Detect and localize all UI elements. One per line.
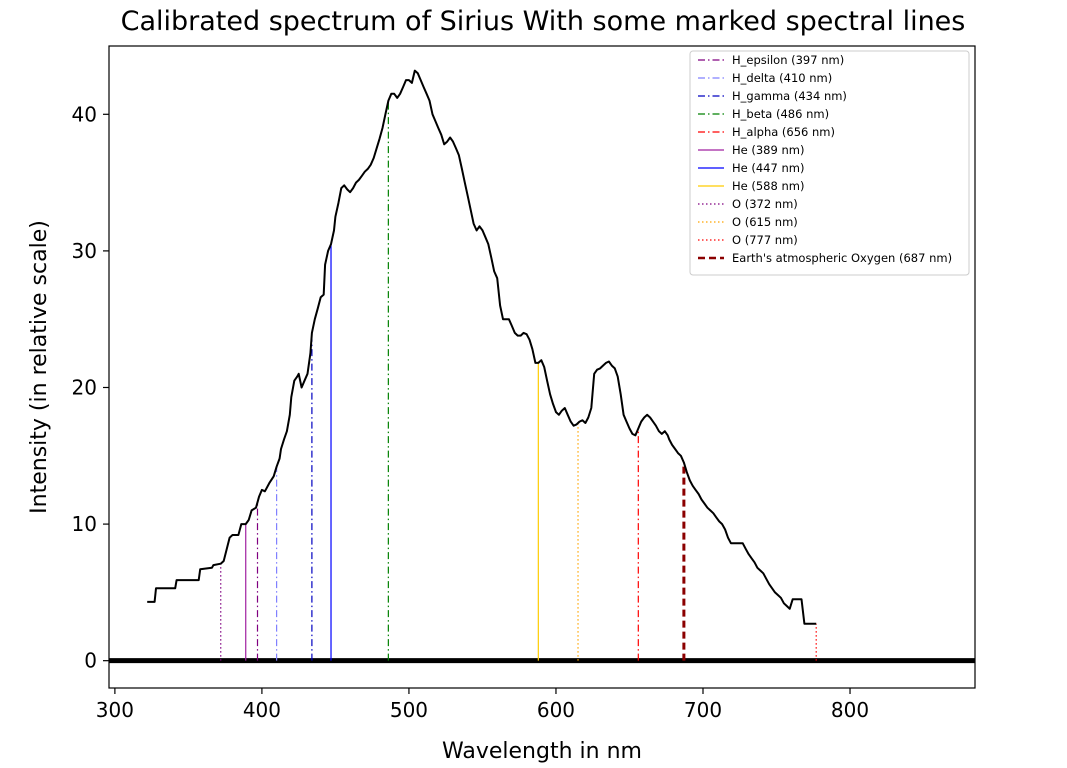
legend-label-0: H_epsilon (397 nm): [732, 53, 844, 67]
legend-label-3: H_beta (486 nm): [732, 107, 829, 121]
legend-label-7: He (588 nm): [732, 179, 804, 193]
x-tick-label-600: 600: [537, 698, 575, 722]
legend-label-5: He (389 nm): [732, 143, 804, 157]
legend-label-1: H_delta (410 nm): [732, 71, 832, 85]
legend-label-6: He (447 nm): [732, 161, 804, 175]
x-tick-label-800: 800: [831, 698, 869, 722]
x-tick-label-400: 400: [243, 698, 281, 722]
legend-label-11: Earth's atmospheric Oxygen (687 nm): [732, 251, 952, 265]
x-tick-label-500: 500: [390, 698, 428, 722]
legend-label-4: H_alpha (656 nm): [732, 125, 835, 139]
x-tick-label-700: 700: [684, 698, 722, 722]
legend-label-10: O (777 nm): [732, 233, 798, 247]
y-tick-label-0: 0: [84, 649, 97, 673]
y-tick-label-30: 30: [72, 239, 97, 263]
legend-label-2: H_gamma (434 nm): [732, 89, 847, 103]
plot-layer: [109, 69, 975, 664]
legend-label-9: O (615 nm): [732, 215, 798, 229]
y-tick-label-20: 20: [72, 375, 97, 399]
legend: H_epsilon (397 nm) H_delta (410 nm) H_gamm…: [689, 50, 970, 276]
spectrum-line: [147, 69, 817, 625]
plot-frame: [108, 45, 976, 689]
y-tick-label-10: 10: [72, 512, 97, 536]
chart-title: Calibrated spectrum of Sirius With some …: [121, 6, 966, 37]
x-tick-label-300: 300: [96, 698, 134, 722]
x-axis-label: Wavelength in nm: [442, 739, 642, 764]
legend-box: [689, 50, 970, 276]
y-tick-label-40: 40: [72, 102, 97, 126]
y-axis-label: Intensity (in relative scale): [27, 220, 52, 514]
legend-label-8: O (372 nm): [732, 197, 798, 211]
ticks-layer: 300 400 500 600 700 800 0 10 20 30 40: [72, 102, 870, 722]
